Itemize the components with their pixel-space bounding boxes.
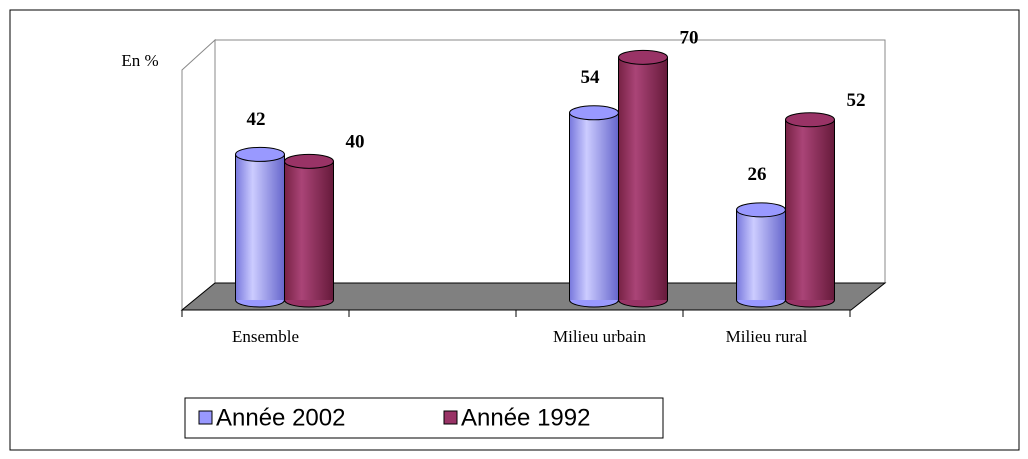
bar-top: [569, 105, 619, 121]
bar: [736, 202, 786, 308]
value-label: 70: [680, 28, 699, 49]
bar-top: [785, 112, 835, 128]
bar-top: [284, 153, 334, 169]
bar-body: [618, 57, 668, 301]
y-label: En %: [121, 51, 158, 70]
bar-top: [235, 146, 285, 162]
value-label: 26: [748, 164, 767, 185]
bar: [618, 49, 668, 308]
bar: [284, 153, 334, 308]
bar-top: [736, 202, 786, 218]
x-tick-label: Milieu urbain: [553, 327, 647, 346]
x-tick-label: Ensemble: [232, 327, 299, 346]
value-label: 52: [847, 90, 866, 111]
legend-swatch: [198, 410, 213, 425]
x-tick-label: Milieu rural: [726, 327, 808, 346]
legend-label: Année 1992: [461, 404, 590, 431]
bar: [235, 146, 285, 308]
value-label: 40: [346, 132, 365, 153]
legend-swatch: [443, 410, 458, 425]
bar: [785, 112, 835, 308]
bar-body: [235, 154, 285, 300]
legend: [184, 397, 664, 439]
bar-body: [284, 161, 334, 300]
bar-top: [618, 49, 668, 65]
bar-body: [569, 112, 619, 300]
legend-label: Année 2002: [216, 404, 345, 431]
value-label: 54: [581, 67, 601, 88]
bar: [569, 105, 619, 308]
value-label: 42: [247, 109, 266, 130]
bar-body: [736, 209, 786, 300]
bar-body: [785, 119, 835, 300]
side-wall: [181, 38, 216, 312]
